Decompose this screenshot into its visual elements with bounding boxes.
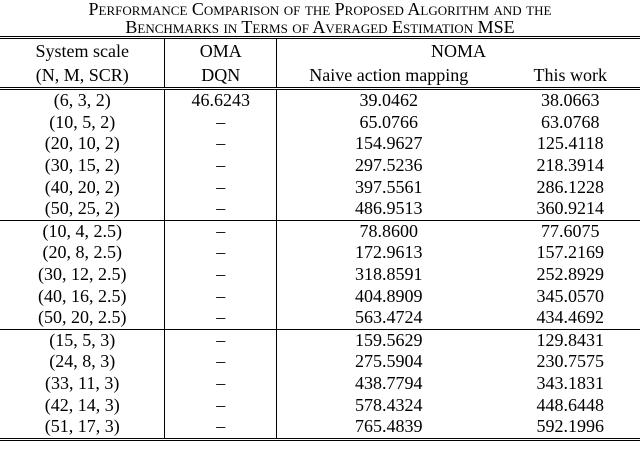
table-row: (51, 17, 3) – 765.4839 592.1996 [0, 415, 640, 439]
table-row: (6, 3, 2) 46.6243 39.0462 38.0663 [0, 88, 640, 112]
table-cell: – [164, 415, 278, 439]
table-cell: 129.8431 [500, 328, 640, 352]
table-cell: – [164, 306, 278, 330]
header-cell: (N, M, SCR) [0, 63, 166, 90]
table-row: (20, 10, 2) – 154.9627 125.4118 [0, 133, 640, 155]
table-cell: (51, 17, 3) [0, 415, 166, 439]
table-cell: 318.8591 [355, 264, 423, 285]
table-cell: (15, 5, 3) [0, 328, 166, 352]
table-cell: – [164, 372, 278, 395]
table-cell: 65.0766 [359, 111, 419, 132]
header-cell: This work [500, 63, 640, 90]
table-cell: 297.5236 [355, 155, 423, 176]
table-cell: (50, 25, 2) [0, 197, 166, 221]
caption: Performance Comparison of the Proposed A… [0, 0, 640, 36]
table-cell: – [164, 328, 278, 352]
table-cell: 230.7575 [536, 351, 605, 372]
table-cell: 578.4324 [355, 394, 423, 415]
table-cell: 46.6243 [164, 88, 278, 112]
table-cell: 39.0462 [359, 90, 419, 111]
table-cell: – [164, 176, 278, 198]
table-cell: 563.4724 [355, 307, 423, 328]
header-row: System scale OMA NOMA [0, 37, 640, 63]
header-cell: System scale [0, 37, 166, 63]
table-cell: 218.3914 [536, 155, 605, 176]
header-cell: NOMA [431, 40, 487, 61]
table-cell: 77.6075 [500, 219, 640, 243]
table-cell: (30, 12, 2.5) [0, 263, 166, 286]
table-cell: 343.1831 [536, 373, 605, 394]
table-cell: – [164, 242, 278, 264]
table-cell: (24, 8, 3) [0, 351, 166, 373]
table-row: (10, 4, 2.5) –78.8600 77.6075 [0, 219, 640, 243]
table-row: (40, 16, 2.5) – 404.8909 345.0570 [0, 285, 640, 307]
table-cell: 765.4839 [355, 416, 423, 437]
table-cell: – [164, 111, 278, 134]
table-cell: 434.4692 [536, 307, 605, 328]
table-row: (30, 12, 2.5) – 318.8591 252.8929 [0, 263, 640, 286]
table-cell: 38.0663 [541, 90, 600, 111]
table-cell: (40, 16, 2.5) [0, 285, 166, 307]
table-cell: 438.7794 [355, 373, 423, 394]
caption-line: Performance Comparison of the Proposed A… [88, 0, 552, 19]
table-row: (10, 5, 2) – 65.0766 63.0768 [0, 111, 640, 134]
table-cell: (20, 10, 2) [0, 133, 166, 155]
table-cell: 592.1996 [536, 416, 605, 437]
header-row: (N, M, SCR) DQN Naive action mapping Thi… [0, 63, 640, 90]
table-row: (20, 8, 2.5) – 172.9613 157.2169 [0, 242, 640, 264]
table-cell: 286.1228 [536, 176, 605, 197]
table-cell: (50, 20, 2.5) [0, 306, 166, 330]
table-cell: (6, 3, 2) [0, 88, 166, 112]
caption-line: Benchmarks in Terms of Averaged Estimati… [125, 17, 515, 37]
table-cell: 448.6448 [536, 394, 605, 415]
table-cell: (10, 4, 2.5) [0, 219, 166, 243]
table-cell: – [164, 219, 278, 243]
table-cell: (42, 14, 3) [0, 394, 166, 416]
table-cell: 404.8909 [355, 285, 423, 306]
table-cell: 159.5629 [276, 328, 501, 352]
table-cell: 345.0570 [536, 285, 605, 306]
table-cell: (40, 20, 2) [0, 176, 166, 198]
table-cell: 486.9513 [355, 198, 423, 219]
table-cell: 78.8600 [276, 219, 501, 243]
table-cell: – [164, 263, 278, 286]
table-cell: 397.5561 [355, 176, 423, 197]
table-cell: (30, 15, 2) [0, 154, 166, 177]
table-cell: – [164, 285, 278, 307]
table-cell: 63.0768 [541, 111, 600, 132]
results-table: System scale OMA NOMA (N, M, SCR) DQN Na… [0, 36, 640, 441]
table-cell: (33, 11, 3) [0, 372, 166, 395]
header-cell: Naive action mapping [276, 63, 501, 90]
table-cell: – [164, 133, 278, 155]
table-row: (42, 14, 3) – 578.4324 448.6448 [0, 394, 640, 416]
table-cell: (20, 8, 2.5) [0, 242, 166, 264]
table-cell: 125.4118 [536, 133, 604, 154]
table-row: (30, 15, 2) – 297.5236 218.3914 [0, 154, 640, 177]
table-row: (15, 5, 3) –159.5629 129.8431 [0, 328, 640, 352]
table-cell: 157.2169 [536, 242, 605, 263]
table-cell: 172.9613 [355, 242, 423, 263]
table-cell: – [164, 154, 278, 177]
table-cell: (10, 5, 2) [0, 111, 166, 134]
table-cell: 154.9627 [355, 133, 423, 154]
table-cell: 252.8929 [536, 264, 605, 285]
table-cell: 360.9214 [536, 198, 605, 219]
header-cell: DQN [164, 63, 278, 90]
table-cell: 275.5904 [355, 351, 423, 372]
header-cell: OMA [164, 37, 278, 63]
table-cell: – [164, 351, 278, 373]
table-row: (50, 25, 2) – 486.9513 360.9214 [0, 197, 640, 221]
table-cell: – [164, 394, 278, 416]
table-row: (40, 20, 2) – 397.5561 286.1228 [0, 176, 640, 198]
table-row: (50, 20, 2.5) – 563.4724 434.4692 [0, 306, 640, 330]
table-cell: – [164, 197, 278, 221]
table-body: System scale OMA NOMA (N, M, SCR) DQN Na… [0, 37, 640, 439]
table-row: (24, 8, 3) – 275.5904 230.7575 [0, 351, 640, 373]
table-row: (33, 11, 3) – 438.7794 343.1831 [0, 372, 640, 395]
